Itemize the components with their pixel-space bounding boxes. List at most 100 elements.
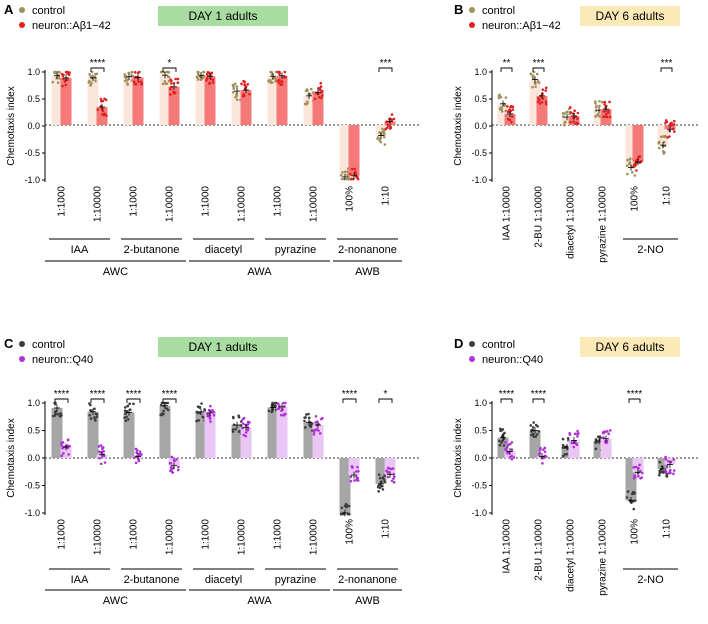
data-point [94, 72, 97, 76]
bar [168, 86, 180, 125]
data-point [340, 506, 344, 510]
data-point [88, 414, 91, 417]
data-point [628, 162, 631, 166]
data-point [510, 115, 514, 118]
data-point [672, 472, 675, 476]
data-point [206, 414, 210, 418]
y-tick-label: 0.0 [27, 453, 40, 463]
data-point [392, 481, 396, 484]
significance-label: **** [499, 389, 515, 400]
neuron-label: AWC [103, 266, 128, 278]
data-point [575, 443, 579, 447]
bar [312, 425, 324, 458]
y-tick-label: 1.0 [474, 398, 487, 408]
data-point [538, 102, 542, 105]
data-point [67, 73, 71, 77]
data-point [96, 108, 100, 111]
data-point [544, 86, 548, 90]
x-tick-label: 1:10000 [93, 519, 104, 556]
bar [267, 76, 279, 125]
data-point [161, 82, 165, 86]
data-point [169, 93, 172, 96]
data-point [664, 457, 668, 461]
data-point [537, 81, 541, 84]
data-point [232, 87, 236, 90]
data-point [123, 409, 127, 413]
data-point [498, 93, 501, 97]
data-point [89, 83, 93, 86]
data-point [510, 441, 514, 444]
data-point [388, 127, 392, 130]
bar [267, 407, 279, 458]
y-tick-label: 1.0 [27, 67, 40, 77]
data-point [595, 104, 598, 108]
data-point [246, 426, 250, 430]
data-point [281, 408, 284, 411]
significance-bracket [500, 398, 513, 403]
data-point [132, 456, 136, 460]
data-point [234, 427, 237, 431]
data-point [133, 71, 137, 74]
data-point [64, 83, 68, 87]
data-point [512, 456, 516, 459]
data-point [270, 404, 274, 407]
data-point [132, 402, 135, 406]
data-point [195, 419, 198, 423]
data-point [381, 476, 385, 480]
bar [51, 75, 63, 125]
data-point [347, 175, 350, 179]
x-tick-label: 100% [630, 519, 641, 545]
data-point [169, 78, 173, 81]
significance-label: **** [126, 389, 142, 400]
legend-label: control [32, 339, 65, 351]
y-tick-label: 1.0 [474, 67, 487, 77]
data-point [209, 420, 212, 423]
data-point [270, 71, 274, 74]
data-point [665, 464, 669, 468]
data-point [88, 72, 91, 76]
data-point [662, 152, 666, 155]
data-point [276, 70, 280, 74]
data-point [197, 70, 200, 74]
data-point [177, 465, 180, 469]
bar [276, 406, 288, 458]
significance-label: **** [627, 389, 643, 400]
data-point [340, 177, 344, 181]
data-point [504, 96, 508, 99]
data-point [231, 415, 235, 419]
data-point [101, 447, 104, 451]
data-point [638, 161, 642, 164]
data-point [319, 81, 323, 85]
data-point [166, 75, 170, 79]
data-point [60, 443, 64, 447]
data-point [276, 402, 280, 406]
data-point [343, 170, 347, 174]
data-point [510, 448, 514, 451]
data-point [356, 479, 360, 482]
data-point [100, 99, 103, 103]
legend-marker [469, 22, 475, 28]
data-point [381, 488, 385, 491]
data-point [279, 413, 283, 417]
data-point [61, 74, 65, 78]
data-point [237, 415, 241, 419]
data-point [206, 73, 209, 77]
bar [529, 79, 541, 125]
data-point [594, 441, 597, 444]
panel-B: B DAY 6 adults controlneuron::Aβ1−421.00.5… [453, 2, 699, 263]
data-point [176, 77, 180, 81]
data-point [100, 450, 103, 454]
data-point [635, 169, 638, 172]
data-point [355, 470, 358, 473]
data-point [242, 416, 246, 420]
x-tick-label: diacetyl 1:10000 [566, 519, 577, 592]
significance-bracket [54, 398, 69, 403]
data-point [93, 416, 96, 420]
bar [96, 106, 108, 125]
data-point [383, 474, 386, 478]
data-point [198, 411, 202, 415]
bar [593, 440, 605, 458]
data-point [235, 85, 239, 88]
data-point [125, 82, 129, 85]
data-point [505, 445, 509, 449]
